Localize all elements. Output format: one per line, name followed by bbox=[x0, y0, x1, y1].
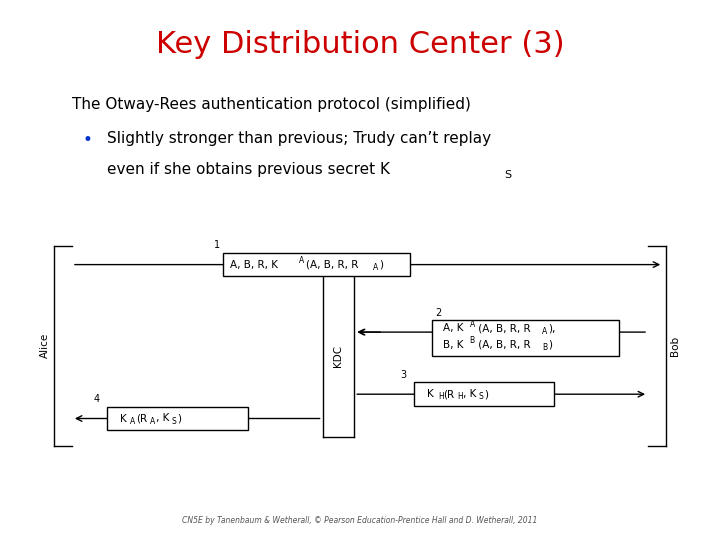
Text: Alice: Alice bbox=[40, 333, 50, 358]
FancyBboxPatch shape bbox=[414, 382, 554, 406]
Text: (A, B, R, R: (A, B, R, R bbox=[306, 260, 359, 269]
Text: (R: (R bbox=[136, 414, 147, 423]
Text: The Otway-Rees authentication protocol (simplified): The Otway-Rees authentication protocol (… bbox=[72, 97, 471, 112]
Text: 3: 3 bbox=[400, 369, 407, 380]
Text: B: B bbox=[469, 336, 474, 345]
Text: S: S bbox=[504, 170, 511, 180]
Text: S: S bbox=[171, 417, 176, 426]
Text: KDC: KDC bbox=[333, 346, 343, 367]
FancyBboxPatch shape bbox=[223, 253, 410, 276]
Text: ): ) bbox=[177, 414, 181, 423]
Text: (R: (R bbox=[444, 389, 454, 399]
Text: ): ) bbox=[485, 389, 489, 399]
Text: K: K bbox=[427, 389, 433, 399]
FancyBboxPatch shape bbox=[432, 320, 619, 356]
Text: B: B bbox=[542, 343, 547, 352]
Text: A, B, R, K: A, B, R, K bbox=[230, 260, 279, 269]
Text: , K: , K bbox=[463, 389, 477, 399]
Text: ): ) bbox=[548, 340, 552, 349]
Text: A: A bbox=[299, 256, 304, 265]
Text: A: A bbox=[542, 327, 547, 335]
Text: (A, B, R, R: (A, B, R, R bbox=[475, 340, 531, 349]
Text: 1: 1 bbox=[213, 240, 220, 250]
Text: B, K: B, K bbox=[443, 340, 463, 349]
Text: A: A bbox=[150, 417, 155, 426]
Text: ),: ), bbox=[548, 323, 555, 333]
Text: A: A bbox=[130, 417, 135, 426]
Text: Bob: Bob bbox=[670, 335, 680, 356]
Text: 2: 2 bbox=[436, 307, 442, 318]
Text: H: H bbox=[457, 393, 463, 401]
Text: H: H bbox=[438, 393, 444, 401]
Text: ): ) bbox=[379, 260, 384, 269]
Text: CN5E by Tanenbaum & Wetherall, © Pearson Education-Prentice Hall and D. Wetheral: CN5E by Tanenbaum & Wetherall, © Pearson… bbox=[182, 516, 538, 525]
Text: S: S bbox=[479, 393, 484, 401]
Text: , K: , K bbox=[156, 414, 169, 423]
Text: A, K: A, K bbox=[443, 323, 463, 333]
Text: even if she obtains previous secret K: even if she obtains previous secret K bbox=[107, 162, 390, 177]
Text: A: A bbox=[469, 320, 474, 329]
Text: 4: 4 bbox=[93, 394, 99, 404]
Text: Key Distribution Center (3): Key Distribution Center (3) bbox=[156, 30, 564, 59]
Text: Slightly stronger than previous; Trudy can’t replay: Slightly stronger than previous; Trudy c… bbox=[107, 131, 491, 146]
Text: (A, B, R, R: (A, B, R, R bbox=[475, 323, 531, 333]
Text: •: • bbox=[83, 131, 93, 149]
Text: K: K bbox=[120, 414, 126, 423]
FancyBboxPatch shape bbox=[107, 407, 248, 430]
Text: A: A bbox=[373, 263, 378, 272]
